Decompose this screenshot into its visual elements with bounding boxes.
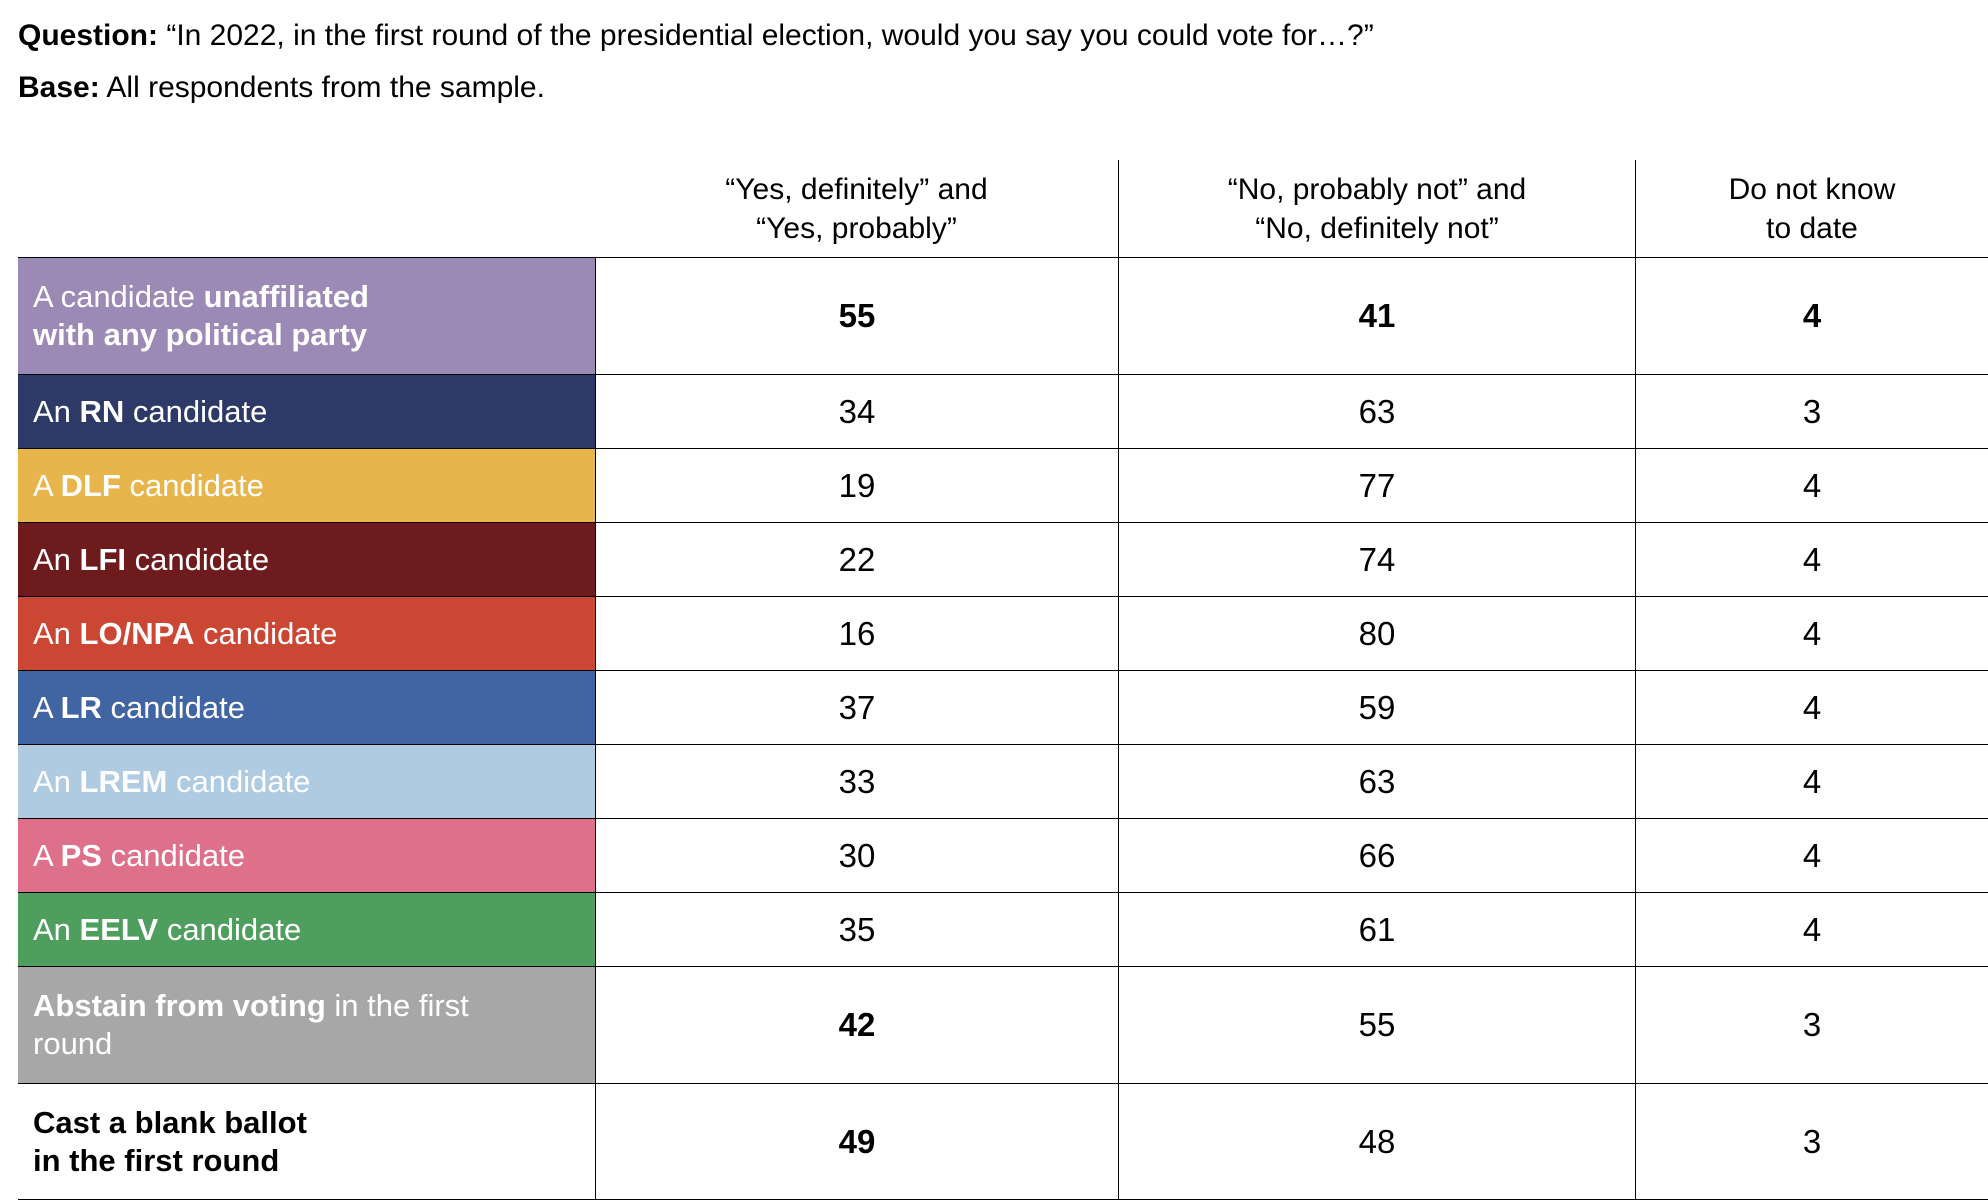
value-cell: 77: [1118, 449, 1635, 522]
value-cell: 66: [1118, 819, 1635, 892]
row-label-cell: Cast a blank ballot in the first round: [18, 1084, 595, 1199]
value-cell: 3: [1635, 967, 1988, 1083]
question-text: “In 2022, in the first round of the pres…: [158, 19, 1374, 52]
value-cell: 4: [1635, 819, 1988, 892]
table-row: A DLF candidate 19 77 4: [18, 448, 1988, 522]
value-cell: 42: [595, 967, 1118, 1083]
base-label: Base:: [18, 71, 100, 104]
row-label-cell: An LO/NPA candidate: [18, 597, 595, 670]
header-corner-cell: [18, 160, 595, 257]
value-cell: 55: [1118, 967, 1635, 1083]
value-cell: 59: [1118, 671, 1635, 744]
row-label-cell: A DLF candidate: [18, 449, 595, 522]
value-cell: 33: [595, 745, 1118, 818]
value-cell: 34: [595, 375, 1118, 448]
row-label-cell: A candidate unaffiliated with any politi…: [18, 258, 595, 374]
value-cell: 4: [1635, 745, 1988, 818]
row-label-cell: A LR candidate: [18, 671, 595, 744]
value-cell: 35: [595, 893, 1118, 966]
row-label-text: A LR candidate: [33, 689, 245, 725]
value-cell: 55: [595, 258, 1118, 374]
value-cell: 4: [1635, 258, 1988, 374]
table-row: A LR candidate 37 59 4: [18, 670, 1988, 744]
table-row: A PS candidate 30 66 4: [18, 818, 1988, 892]
base-text: All respondents from the sample.: [99, 71, 545, 104]
value-cell: 48: [1118, 1084, 1635, 1199]
table-body: A candidate unaffiliated with any politi…: [18, 257, 1988, 1200]
table-header-row: “Yes, definitely” and “Yes, probably” “N…: [18, 160, 1988, 257]
table-row: A candidate unaffiliated with any politi…: [18, 257, 1988, 374]
value-cell: 37: [595, 671, 1118, 744]
value-cell: 63: [1118, 745, 1635, 818]
row-label-cell: An LREM candidate: [18, 745, 595, 818]
table-row: An LREM candidate 33 63 4: [18, 744, 1988, 818]
value-cell: 4: [1635, 449, 1988, 522]
table-row: An EELV candidate 35 61 4: [18, 892, 1988, 966]
row-label-text: A candidate unaffiliated with any politi…: [33, 279, 369, 352]
value-cell: 22: [595, 523, 1118, 596]
column-header-no: “No, probably not” and “No, definitely n…: [1118, 160, 1635, 257]
table-row: An RN candidate 34 63 3: [18, 374, 1988, 448]
question-line: Question: “In 2022, in the first round o…: [18, 10, 1964, 62]
figure-intro: Question: “In 2022, in the first round o…: [0, 0, 1988, 114]
row-label-text: A PS candidate: [33, 837, 246, 873]
table-row: Abstain from voting in the first round 42…: [18, 966, 1988, 1083]
value-cell: 16: [595, 597, 1118, 670]
value-cell: 80: [1118, 597, 1635, 670]
row-label-text: An RN candidate: [33, 393, 268, 429]
base-line: Base: All respondents from the sample.: [18, 62, 1964, 114]
results-table: “Yes, definitely” and “Yes, probably” “N…: [18, 160, 1988, 1200]
value-cell: 19: [595, 449, 1118, 522]
table-row: Cast a blank ballot in the first round 49…: [18, 1083, 1988, 1200]
row-label-text: An EELV candidate: [33, 911, 302, 947]
table-row: An LFI candidate 22 74 4: [18, 522, 1988, 596]
value-cell: 41: [1118, 258, 1635, 374]
table-row: An LO/NPA candidate 16 80 4: [18, 596, 1988, 670]
value-cell: 4: [1635, 597, 1988, 670]
value-cell: 3: [1635, 1084, 1988, 1199]
column-header-dont-know: Do not know to date: [1635, 160, 1988, 257]
question-label: Question:: [18, 19, 158, 52]
value-cell: 3: [1635, 375, 1988, 448]
row-label-text: Abstain from voting in the first round: [33, 988, 469, 1061]
row-label-cell: An RN candidate: [18, 375, 595, 448]
value-cell: 63: [1118, 375, 1635, 448]
column-header-yes: “Yes, definitely” and “Yes, probably”: [725, 172, 988, 245]
value-cell: 30: [595, 819, 1118, 892]
row-label-text: An LO/NPA candidate: [33, 615, 338, 651]
value-cell: 74: [1118, 523, 1635, 596]
value-cell: 4: [1635, 671, 1988, 744]
value-cell: 61: [1118, 893, 1635, 966]
row-label-text: Cast a blank ballot in the first round: [33, 1104, 307, 1178]
value-cell: 4: [1635, 523, 1988, 596]
row-label-cell: An LFI candidate: [18, 523, 595, 596]
row-label-cell: An EELV candidate: [18, 893, 595, 966]
row-label-cell: Abstain from voting in the first round: [18, 967, 595, 1083]
value-cell: 49: [595, 1084, 1118, 1199]
row-label-text: An LFI candidate: [33, 541, 270, 577]
row-label-text: A DLF candidate: [33, 467, 264, 503]
row-label-text: An LREM candidate: [33, 763, 311, 799]
value-cell: 4: [1635, 893, 1988, 966]
row-label-cell: A PS candidate: [18, 819, 595, 892]
